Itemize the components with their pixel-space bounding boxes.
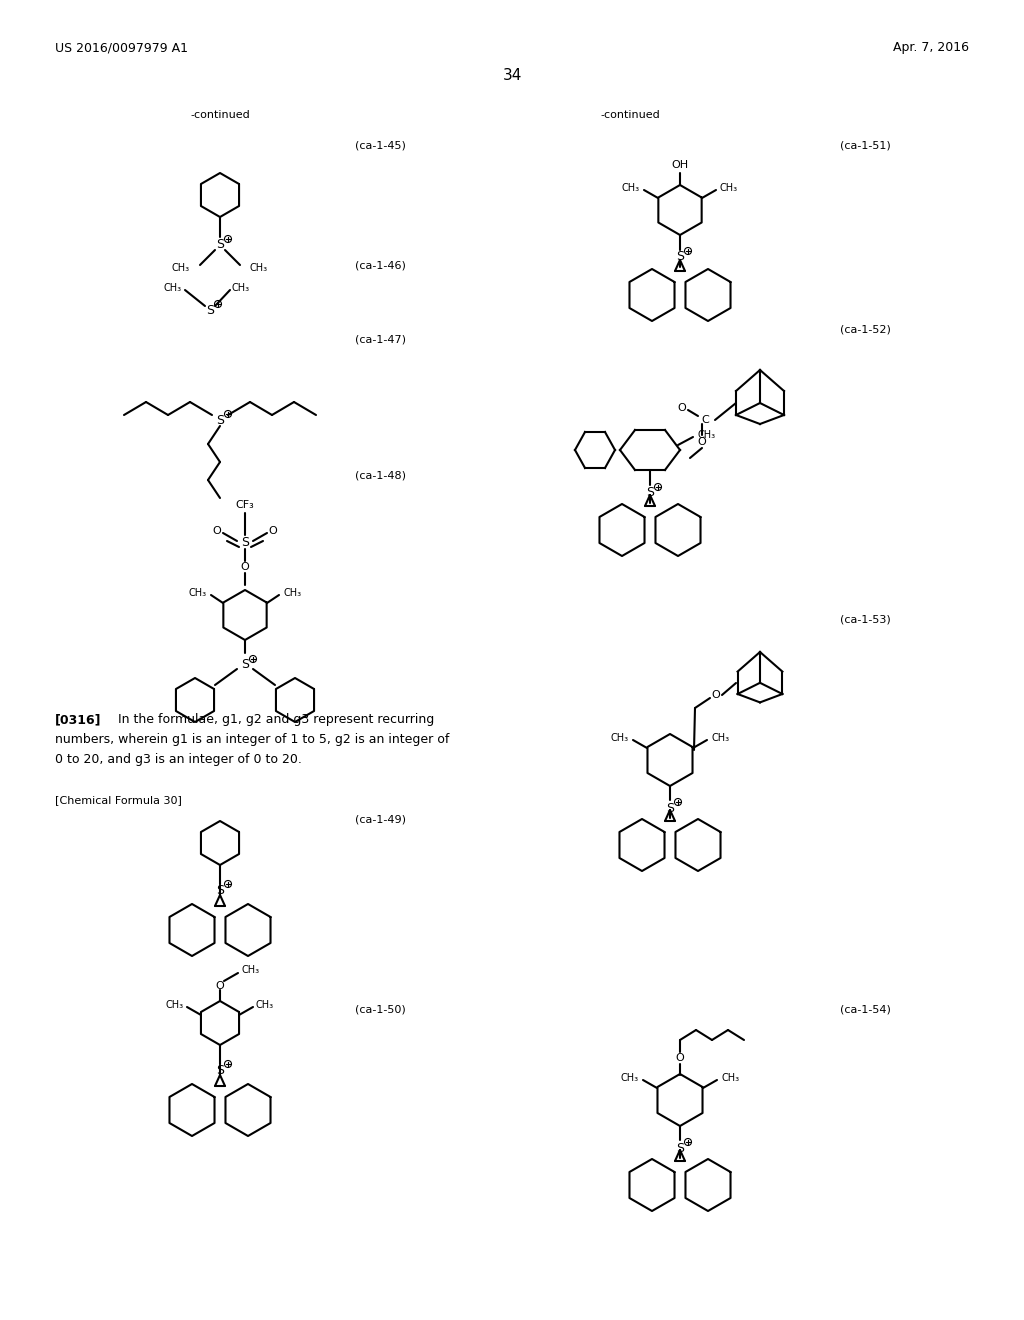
- Text: (ca-1-52): (ca-1-52): [840, 325, 891, 335]
- Text: S: S: [241, 659, 249, 672]
- Text: S: S: [241, 536, 249, 549]
- Text: O: O: [676, 1053, 684, 1063]
- Text: (ca-1-46): (ca-1-46): [355, 260, 406, 271]
- Text: S: S: [646, 487, 654, 499]
- Text: S: S: [216, 883, 224, 896]
- Text: O: O: [241, 562, 250, 572]
- Text: S: S: [216, 1064, 224, 1077]
- Text: CH₃: CH₃: [256, 1001, 274, 1010]
- Text: O: O: [712, 690, 720, 700]
- Text: O: O: [697, 437, 707, 447]
- Text: CH₃: CH₃: [188, 587, 207, 598]
- Text: S: S: [216, 413, 224, 426]
- Text: -continued: -continued: [600, 110, 659, 120]
- Text: (ca-1-47): (ca-1-47): [355, 335, 406, 345]
- Text: S: S: [206, 304, 214, 317]
- Text: CH₃: CH₃: [611, 733, 629, 743]
- Text: O: O: [268, 525, 278, 536]
- Text: [0316]: [0316]: [55, 714, 101, 726]
- Text: CH₃: CH₃: [720, 183, 738, 193]
- Text: 0 to 20, and g3 is an integer of 0 to 20.: 0 to 20, and g3 is an integer of 0 to 20…: [55, 754, 302, 767]
- Text: O: O: [216, 981, 224, 991]
- Text: (ca-1-50): (ca-1-50): [355, 1005, 406, 1015]
- Text: O: O: [678, 403, 686, 413]
- Text: S: S: [216, 239, 224, 252]
- Text: CH₃: CH₃: [622, 183, 640, 193]
- Text: numbers, wherein g1 is an integer of 1 to 5, g2 is an integer of: numbers, wherein g1 is an integer of 1 t…: [55, 734, 450, 747]
- Text: US 2016/0097979 A1: US 2016/0097979 A1: [55, 41, 188, 54]
- Text: S: S: [666, 801, 674, 814]
- Text: O: O: [213, 525, 221, 536]
- Text: CF₃: CF₃: [236, 500, 254, 510]
- Text: CH₃: CH₃: [250, 263, 268, 273]
- Text: CH₃: CH₃: [697, 430, 715, 440]
- Text: CH₃: CH₃: [164, 282, 182, 293]
- Text: 34: 34: [503, 67, 521, 82]
- Text: Apr. 7, 2016: Apr. 7, 2016: [893, 41, 969, 54]
- Text: (ca-1-48): (ca-1-48): [355, 470, 406, 480]
- Text: [Chemical Formula 30]: [Chemical Formula 30]: [55, 795, 182, 805]
- Text: In the formulae, g1, g2 and g3 represent recurring: In the formulae, g1, g2 and g3 represent…: [110, 714, 434, 726]
- Text: (ca-1-49): (ca-1-49): [355, 814, 406, 825]
- Text: (ca-1-51): (ca-1-51): [840, 140, 891, 150]
- Text: (ca-1-53): (ca-1-53): [840, 615, 891, 624]
- Text: -continued: -continued: [190, 110, 250, 120]
- Text: (ca-1-45): (ca-1-45): [355, 140, 406, 150]
- Text: C: C: [701, 414, 709, 425]
- Text: CH₃: CH₃: [711, 733, 729, 743]
- Text: S: S: [676, 1142, 684, 1155]
- Text: CH₃: CH₃: [721, 1073, 739, 1082]
- Text: CH₃: CH₃: [283, 587, 301, 598]
- Text: (ca-1-54): (ca-1-54): [840, 1005, 891, 1015]
- Text: CH₃: CH₃: [172, 263, 190, 273]
- Text: CH₃: CH₃: [242, 965, 260, 975]
- Text: OH: OH: [672, 160, 688, 170]
- Text: CH₃: CH₃: [621, 1073, 639, 1082]
- Text: CH₃: CH₃: [232, 282, 250, 293]
- Text: CH₃: CH₃: [166, 1001, 184, 1010]
- Text: S: S: [676, 251, 684, 264]
